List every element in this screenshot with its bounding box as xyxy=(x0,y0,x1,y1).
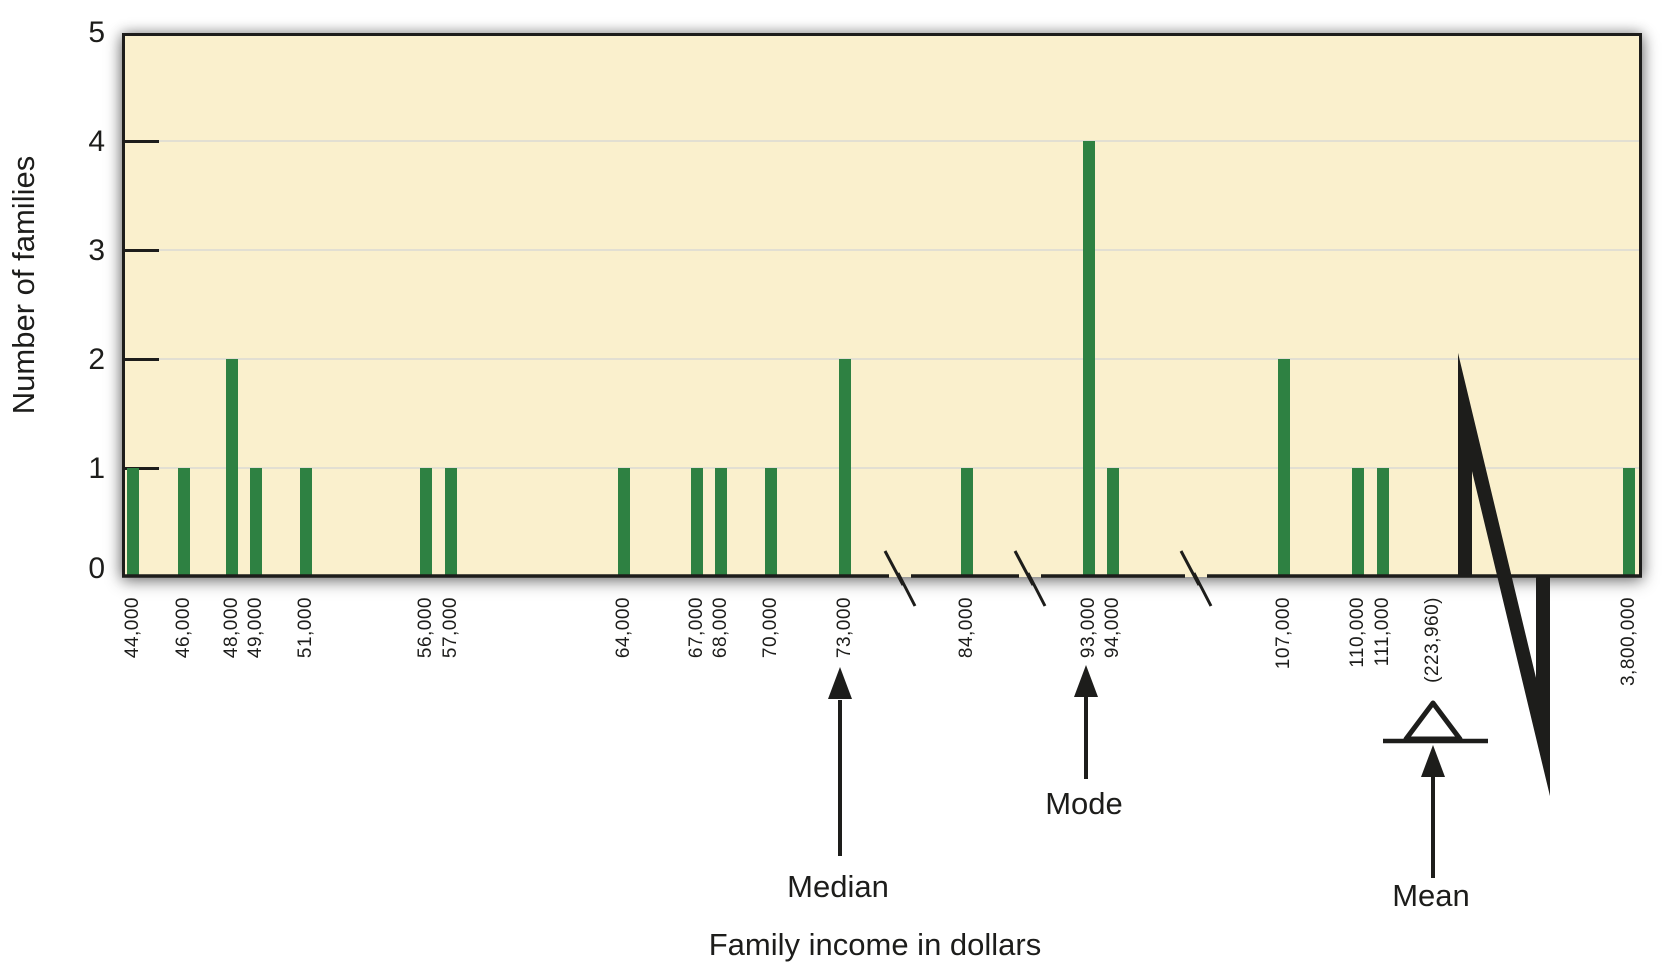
bar-93,000 xyxy=(1083,141,1095,577)
y-tick-label-4: 4 xyxy=(88,125,105,158)
bar-64,000 xyxy=(618,468,630,577)
x-tick-label-64,000: 64,000 xyxy=(613,597,634,659)
x-tick-label-84,000: 84,000 xyxy=(956,597,977,659)
bar-44,000 xyxy=(127,468,139,577)
mean-arrowhead xyxy=(1421,745,1445,777)
mean-value-label: (223,960) xyxy=(1422,597,1443,683)
x-tick-label-51,000: 51,000 xyxy=(295,597,316,659)
x-tick-label-111,000: 111,000 xyxy=(1372,597,1393,667)
bar-56,000 xyxy=(420,468,432,577)
x-tick-label-68,000: 68,000 xyxy=(710,597,731,659)
mode-label: Mode xyxy=(1045,786,1123,821)
x-tick-label-107,000: 107,000 xyxy=(1273,597,1294,670)
bar-110,000 xyxy=(1352,468,1364,577)
y-tick-label-0: 0 xyxy=(88,552,105,585)
mean-fulcrum-triangle xyxy=(1403,700,1463,742)
gridline-y1 xyxy=(122,467,1642,469)
y-tick-label-1: 1 xyxy=(88,452,105,485)
bar-107,000 xyxy=(1278,359,1290,577)
bar-67,000 xyxy=(691,468,703,577)
gridline-y4 xyxy=(122,140,1642,142)
x-tick-label-3,800,000: 3,800,000 xyxy=(1618,597,1639,687)
mean-label: Mean xyxy=(1392,878,1470,913)
y-tick-4 xyxy=(122,140,159,143)
bar-3,800,000 xyxy=(1623,468,1635,577)
x-axis-title: Family income in dollars xyxy=(708,927,1042,962)
bar-57,000 xyxy=(445,468,457,577)
y-tick-5 xyxy=(122,33,159,36)
x-tick-label-94,000: 94,000 xyxy=(1102,597,1123,659)
y-tick-3 xyxy=(122,249,159,252)
x-tick-label-73,000: 73,000 xyxy=(834,597,855,659)
bar-70,000 xyxy=(765,468,777,577)
x-tick-label-49,000: 49,000 xyxy=(245,597,266,659)
x-tick-label-93,000: 93,000 xyxy=(1078,597,1099,659)
x-tick-label-56,000: 56,000 xyxy=(415,597,436,659)
x-tick-label-110,000: 110,000 xyxy=(1347,597,1368,668)
median-arrowhead xyxy=(828,667,852,699)
y-tick-label-2: 2 xyxy=(88,343,105,376)
bar-68,000 xyxy=(715,468,727,577)
x-tick-label-67,000: 67,000 xyxy=(686,597,707,659)
y-tick-2 xyxy=(122,358,159,361)
bar-46,000 xyxy=(178,468,190,577)
y-tick-label-3: 3 xyxy=(88,234,105,267)
bar-48,000 xyxy=(226,359,238,577)
gridline-y3 xyxy=(122,249,1642,251)
x-tick-label-70,000: 70,000 xyxy=(760,597,781,659)
bar-73,000 xyxy=(839,359,851,577)
gridline-y2 xyxy=(122,358,1642,360)
bar-111,000 xyxy=(1377,468,1389,577)
bar-51,000 xyxy=(300,468,312,577)
bar-94,000 xyxy=(1107,468,1119,577)
y-tick-label-5: 5 xyxy=(88,16,105,49)
x-tick-label-48,000: 48,000 xyxy=(221,597,242,659)
x-tick-label-44,000: 44,000 xyxy=(122,597,143,659)
x-tick-label-46,000: 46,000 xyxy=(173,597,194,659)
x-tick-label-57,000: 57,000 xyxy=(440,597,461,659)
mode-arrowhead xyxy=(1074,665,1098,697)
bar-49,000 xyxy=(250,468,262,577)
bar-84,000 xyxy=(961,468,973,577)
plot-area xyxy=(122,33,1642,577)
median-label: Median xyxy=(787,869,889,904)
